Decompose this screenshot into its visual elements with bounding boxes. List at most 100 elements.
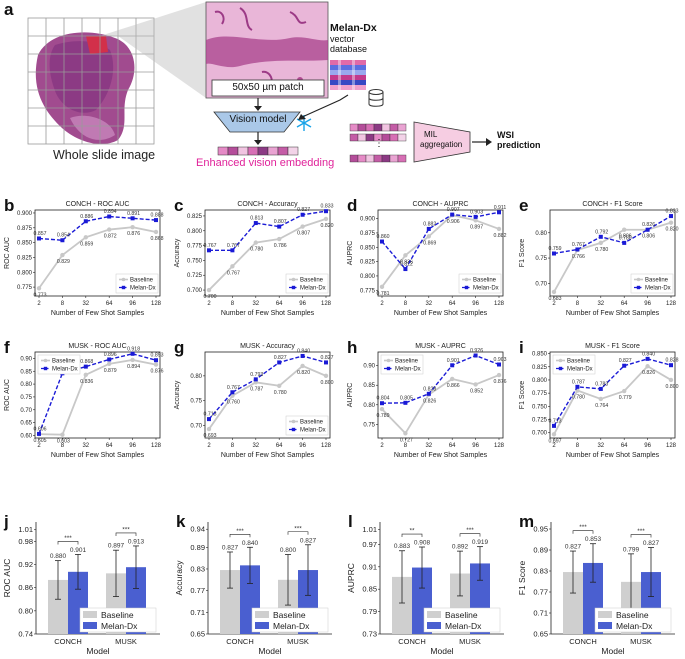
- baseline-data-label: 0.876: [151, 369, 164, 375]
- y-tick-label: 0.77: [190, 586, 205, 595]
- y-tick-label: 0.875: [360, 231, 376, 237]
- melan-point: [473, 214, 478, 219]
- x-axis-label: Model: [86, 646, 109, 656]
- x-axis-label: Number of Few Shot Samples: [51, 310, 145, 317]
- x-tick-label: 32: [597, 301, 604, 307]
- baseline-value-label: 0.800: [280, 547, 297, 554]
- baseline-series-line: [38, 359, 157, 436]
- x-category-label: MUSK: [115, 637, 137, 646]
- legend-melan-marker: [464, 285, 469, 290]
- x-tick-label: 64: [276, 443, 283, 449]
- y-axis-label: F1 Score: [519, 239, 526, 268]
- wsi-prediction-2: prediction: [497, 140, 541, 150]
- y-axis-label: F1 Score: [517, 560, 527, 595]
- melan-data-label: 0.918: [127, 346, 140, 352]
- baseline-data-label: 0.820: [297, 370, 310, 376]
- melan-value-label: 0.827: [643, 540, 660, 547]
- melan-data-label: 0.868: [80, 359, 93, 365]
- baseline-value-label: 0.827: [565, 544, 582, 551]
- baseline-value-label: 0.799: [623, 546, 640, 553]
- melan-point: [598, 234, 603, 239]
- melan-point: [154, 358, 158, 363]
- chart-title: MUSK - ROC AUC: [68, 343, 126, 350]
- legend-baseline-label: Baseline: [52, 359, 76, 365]
- baseline-point: [496, 372, 502, 378]
- baseline-data-label: 0.807: [297, 231, 310, 237]
- legend-melan-label: Melan-Dx: [52, 367, 78, 373]
- baseline-value-label: 0.897: [108, 543, 125, 550]
- baseline-data-label: 0.859: [80, 241, 93, 247]
- x-category-label: CONCH: [398, 637, 426, 646]
- y-tick-label: 0.825: [17, 255, 33, 261]
- significance-stars: **: [409, 528, 415, 535]
- baseline-data-label: 0.781: [377, 291, 390, 297]
- x-tick-label: 8: [61, 301, 65, 307]
- y-tick-label: 0.725: [187, 273, 203, 279]
- y-tick-label: 0.70: [535, 281, 547, 287]
- panel-label-i: i: [519, 338, 524, 357]
- baseline-series-line: [208, 364, 327, 430]
- y-tick-label: 0.75: [535, 256, 547, 262]
- vision-model-box: [213, 111, 301, 133]
- chart-title: MUSK - AUPRC: [415, 343, 466, 350]
- x-tick-label: 64: [621, 301, 628, 307]
- baseline-point: [253, 240, 258, 245]
- y-tick-label: 0.65: [190, 630, 205, 639]
- mil-label-1: MIL: [424, 130, 438, 139]
- x-tick-label: 8: [61, 443, 65, 449]
- legend-baseline-marker: [636, 277, 641, 282]
- y-tick-label: 0.775: [360, 288, 376, 294]
- y-axis-label: AUPRC: [347, 383, 354, 408]
- y-tick-label: 0.92: [18, 560, 33, 569]
- melan-point: [130, 351, 135, 356]
- baseline-data-label: 0.697: [549, 438, 562, 444]
- legend-baseline-label: Baseline: [300, 420, 324, 426]
- legend-baseline-label: Baseline: [273, 610, 306, 620]
- y-axis-label: ROC AUC: [2, 559, 12, 598]
- y-tick-label: 0.85: [20, 369, 32, 375]
- baseline-data-label: 0.866: [447, 383, 460, 389]
- melan-data-label: 0.833: [321, 204, 334, 210]
- y-tick-label: 0.86: [18, 583, 33, 592]
- y-tick-label: 0.90: [363, 364, 375, 370]
- y-tick-label: 0.800: [360, 274, 376, 280]
- x-tick-label: 32: [425, 443, 432, 449]
- melan-point: [403, 400, 408, 405]
- melan-point: [324, 209, 328, 214]
- melan-point: [473, 353, 478, 358]
- baseline-data-label: 0.605: [34, 438, 47, 444]
- significance-stars: ***: [64, 535, 72, 542]
- y-tick-label: 0.60: [20, 433, 32, 439]
- melan-value-label: 0.919: [472, 539, 489, 546]
- bar-chart-m: 0.65 0.71 0.77 0.83 0.89 0.95 F1 Score Model CON…: [517, 522, 675, 656]
- baseline-bar: [220, 570, 240, 634]
- y-tick-label: 0.70: [20, 408, 32, 414]
- legend-baseline-marker: [121, 277, 126, 282]
- panel-label-k: k: [176, 512, 186, 531]
- y-axis-label: ROC AUC: [4, 379, 11, 411]
- baseline-data-label: 0.872: [104, 234, 117, 240]
- baseline-point: [230, 264, 235, 269]
- wsi-prediction-1: WSI: [497, 130, 514, 140]
- melan-point: [300, 353, 305, 358]
- significance-bracket: [630, 534, 652, 538]
- baseline-point: [551, 432, 557, 437]
- melan-point: [154, 218, 158, 223]
- baseline-point: [323, 216, 329, 222]
- whole-slide-image: [35, 32, 135, 145]
- legend-melan-label: Melan-Dx: [445, 621, 482, 631]
- x-tick-label: 96: [299, 301, 306, 307]
- melan-data-label: 0.759: [549, 246, 562, 252]
- y-tick-label: 0.71: [533, 609, 548, 618]
- y-tick-label: 0.850: [532, 352, 548, 358]
- line-chart-d: CONCH - AUPRC0.7750.8000.8250.8500.8750.…: [347, 201, 507, 317]
- legend-melan-marker: [121, 285, 126, 290]
- plot-frame: [549, 209, 676, 297]
- y-tick-label: 0.750: [187, 258, 203, 264]
- legend-baseline-marker: [43, 358, 48, 363]
- melan-point: [300, 212, 305, 217]
- baseline-data-label: 0.764: [595, 403, 608, 409]
- y-axis-label: AUPRC: [347, 241, 354, 266]
- x-tick-label: 32: [82, 301, 89, 307]
- melan-point: [60, 238, 65, 243]
